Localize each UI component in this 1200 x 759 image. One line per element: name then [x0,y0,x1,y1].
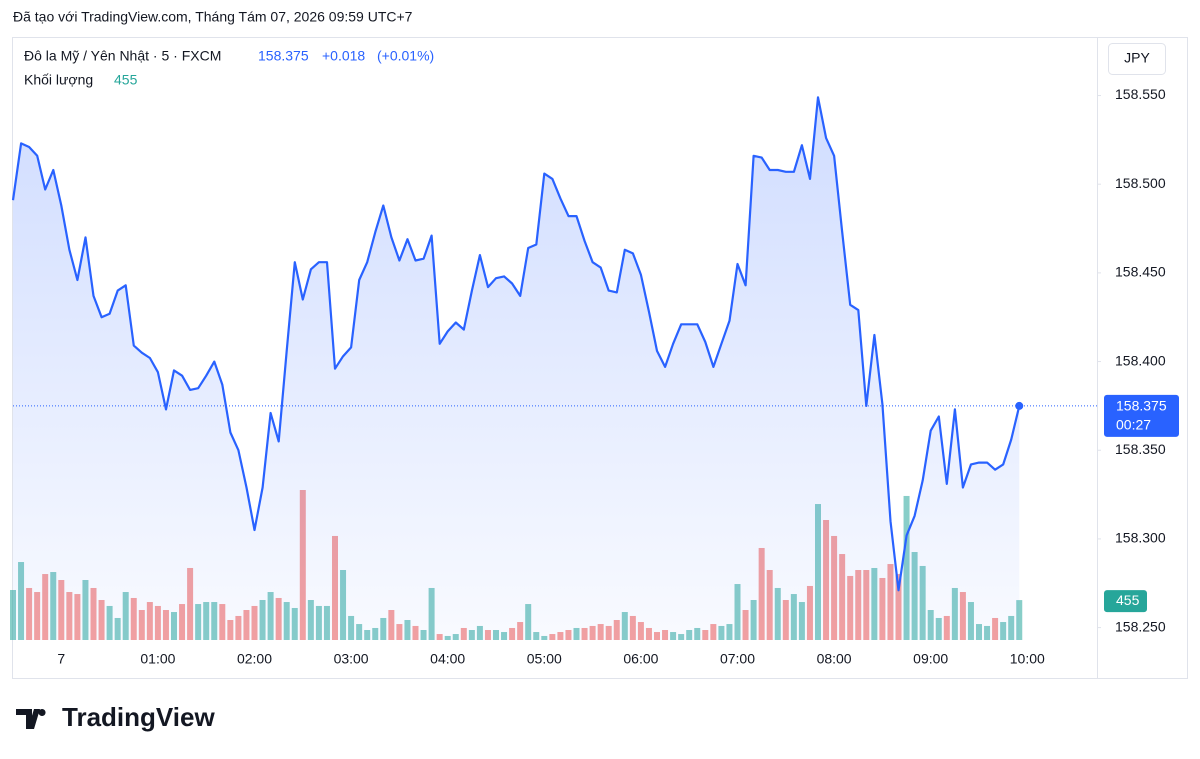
created-note: Đã tạo với TradingView.com, Tháng Tám 07… [13,9,413,25]
price-line [11,96,1021,592]
y-tick-label: 158.450 [1115,264,1166,280]
last-price: 158.375 [258,48,309,64]
logo-icon [16,709,46,729]
y-tick-label: 158.300 [1115,530,1166,546]
logo: TradingView [16,702,215,732]
currency[interactable]: JPY [1124,50,1150,66]
y-tick-label: 158.500 [1115,175,1166,191]
x-tick-label: 08:00 [817,651,852,667]
x-tick-label: 10:00 [1010,651,1045,667]
price-change-pct: (+0.01%) [377,48,434,64]
y-tick-label: 158.400 [1115,352,1166,368]
price-change: +0.018 [322,48,365,64]
x-tick-label: 07:00 [720,651,755,667]
frame [12,37,1188,679]
x-tick-label: 02:00 [237,651,272,667]
last-point [1015,401,1024,410]
x-tick-label: 04:00 [430,651,465,667]
price-tag [1104,394,1179,437]
x-tick-label: 06:00 [623,651,658,667]
x-tick-label: 09:00 [913,651,948,667]
x-tick-label: 03:00 [334,651,369,667]
volume-title: Khối lượng [24,72,93,88]
price-area [13,97,1020,641]
volume-tag-value: 455 [1116,592,1140,608]
price-tag-value: 158.375 [1116,398,1167,414]
countdown: 00:27 [1116,417,1151,433]
y-tick-label: 158.350 [1115,441,1166,457]
x-tick-label: 7 [57,651,65,667]
currency-button[interactable] [1108,43,1166,75]
logo-text: TradingView [62,702,215,732]
x-tick-label: 01:00 [140,651,175,667]
symbol-title: Đô la Mỹ / Yên Nhật · 5 · FXCM [24,48,221,64]
x-tick-label: 05:00 [527,651,562,667]
volume-tag [1104,590,1147,613]
y-tick-label: 158.250 [1115,618,1166,634]
y-tick-label: 158.550 [1115,86,1166,102]
volume-value: 455 [114,72,138,88]
